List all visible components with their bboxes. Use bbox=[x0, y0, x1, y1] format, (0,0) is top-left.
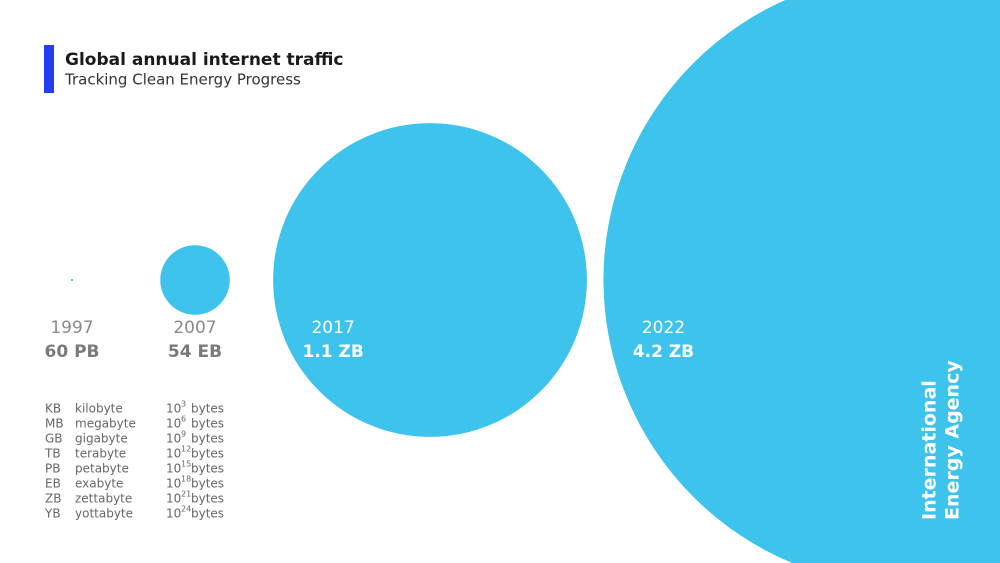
unit-bytes: bytes bbox=[191, 477, 224, 491]
title-accent bbox=[44, 45, 54, 93]
unit-abbr: YB bbox=[44, 507, 61, 521]
unit-exp: 9 bbox=[181, 430, 186, 439]
chart-subtitle: Tracking Clean Energy Progress bbox=[64, 71, 301, 89]
category-label: 2017 bbox=[311, 318, 354, 338]
unit-abbr: KB bbox=[45, 402, 61, 416]
unit-base: 10 bbox=[166, 477, 181, 491]
unit-bytes: bytes bbox=[191, 402, 224, 416]
unit-abbr: ZB bbox=[45, 492, 61, 506]
chart-title: Global annual internet traffic bbox=[65, 50, 344, 70]
value-label: 1.1 ZB bbox=[302, 342, 363, 362]
bubble bbox=[273, 123, 587, 437]
unit-exp: 6 bbox=[181, 415, 186, 424]
unit-base: 10 bbox=[166, 492, 181, 506]
category-label: 2022 bbox=[642, 318, 685, 338]
unit-exp: 15 bbox=[181, 460, 191, 469]
unit-bytes: bytes bbox=[191, 447, 224, 461]
unit-base: 10 bbox=[166, 417, 181, 431]
bubble bbox=[160, 245, 230, 315]
unit-base: 10 bbox=[166, 402, 181, 416]
unit-bytes: bytes bbox=[191, 492, 224, 506]
unit-abbr: MB bbox=[45, 417, 64, 431]
unit-exp: 21 bbox=[181, 490, 191, 499]
bubble bbox=[603, 0, 1000, 563]
unit-exp: 12 bbox=[181, 445, 191, 454]
unit-bytes: bytes bbox=[191, 462, 224, 476]
unit-exp: 18 bbox=[181, 475, 191, 484]
unit-base: 10 bbox=[166, 462, 181, 476]
category-label: 1997 bbox=[50, 318, 93, 338]
unit-base: 10 bbox=[166, 432, 181, 446]
unit-abbr: PB bbox=[45, 462, 60, 476]
value-label: 4.2 ZB bbox=[633, 342, 694, 362]
watermark: Energy Agency bbox=[942, 360, 964, 520]
unit-name: zettabyte bbox=[75, 492, 132, 506]
unit-bytes: bytes bbox=[191, 417, 224, 431]
unit-name: kilobyte bbox=[75, 402, 123, 416]
unit-name: yottabyte bbox=[75, 507, 133, 521]
value-label: 54 EB bbox=[168, 342, 222, 362]
unit-abbr: TB bbox=[44, 447, 61, 461]
unit-exp: 3 bbox=[181, 400, 186, 409]
value-label: 60 PB bbox=[45, 342, 100, 362]
unit-name: terabyte bbox=[75, 447, 126, 461]
unit-abbr: GB bbox=[45, 432, 63, 446]
category-label: 2007 bbox=[173, 318, 216, 338]
unit-bytes: bytes bbox=[191, 432, 224, 446]
unit-base: 10 bbox=[166, 447, 181, 461]
unit-name: petabyte bbox=[75, 462, 129, 476]
unit-name: gigabyte bbox=[75, 432, 128, 446]
unit-name: megabyte bbox=[75, 417, 136, 431]
unit-bytes: bytes bbox=[191, 507, 224, 521]
unit-base: 10 bbox=[166, 507, 181, 521]
bubble bbox=[70, 278, 74, 282]
unit-exp: 24 bbox=[181, 505, 191, 514]
watermark: International bbox=[919, 380, 941, 520]
unit-abbr: EB bbox=[45, 477, 61, 491]
unit-name: exabyte bbox=[75, 477, 123, 491]
